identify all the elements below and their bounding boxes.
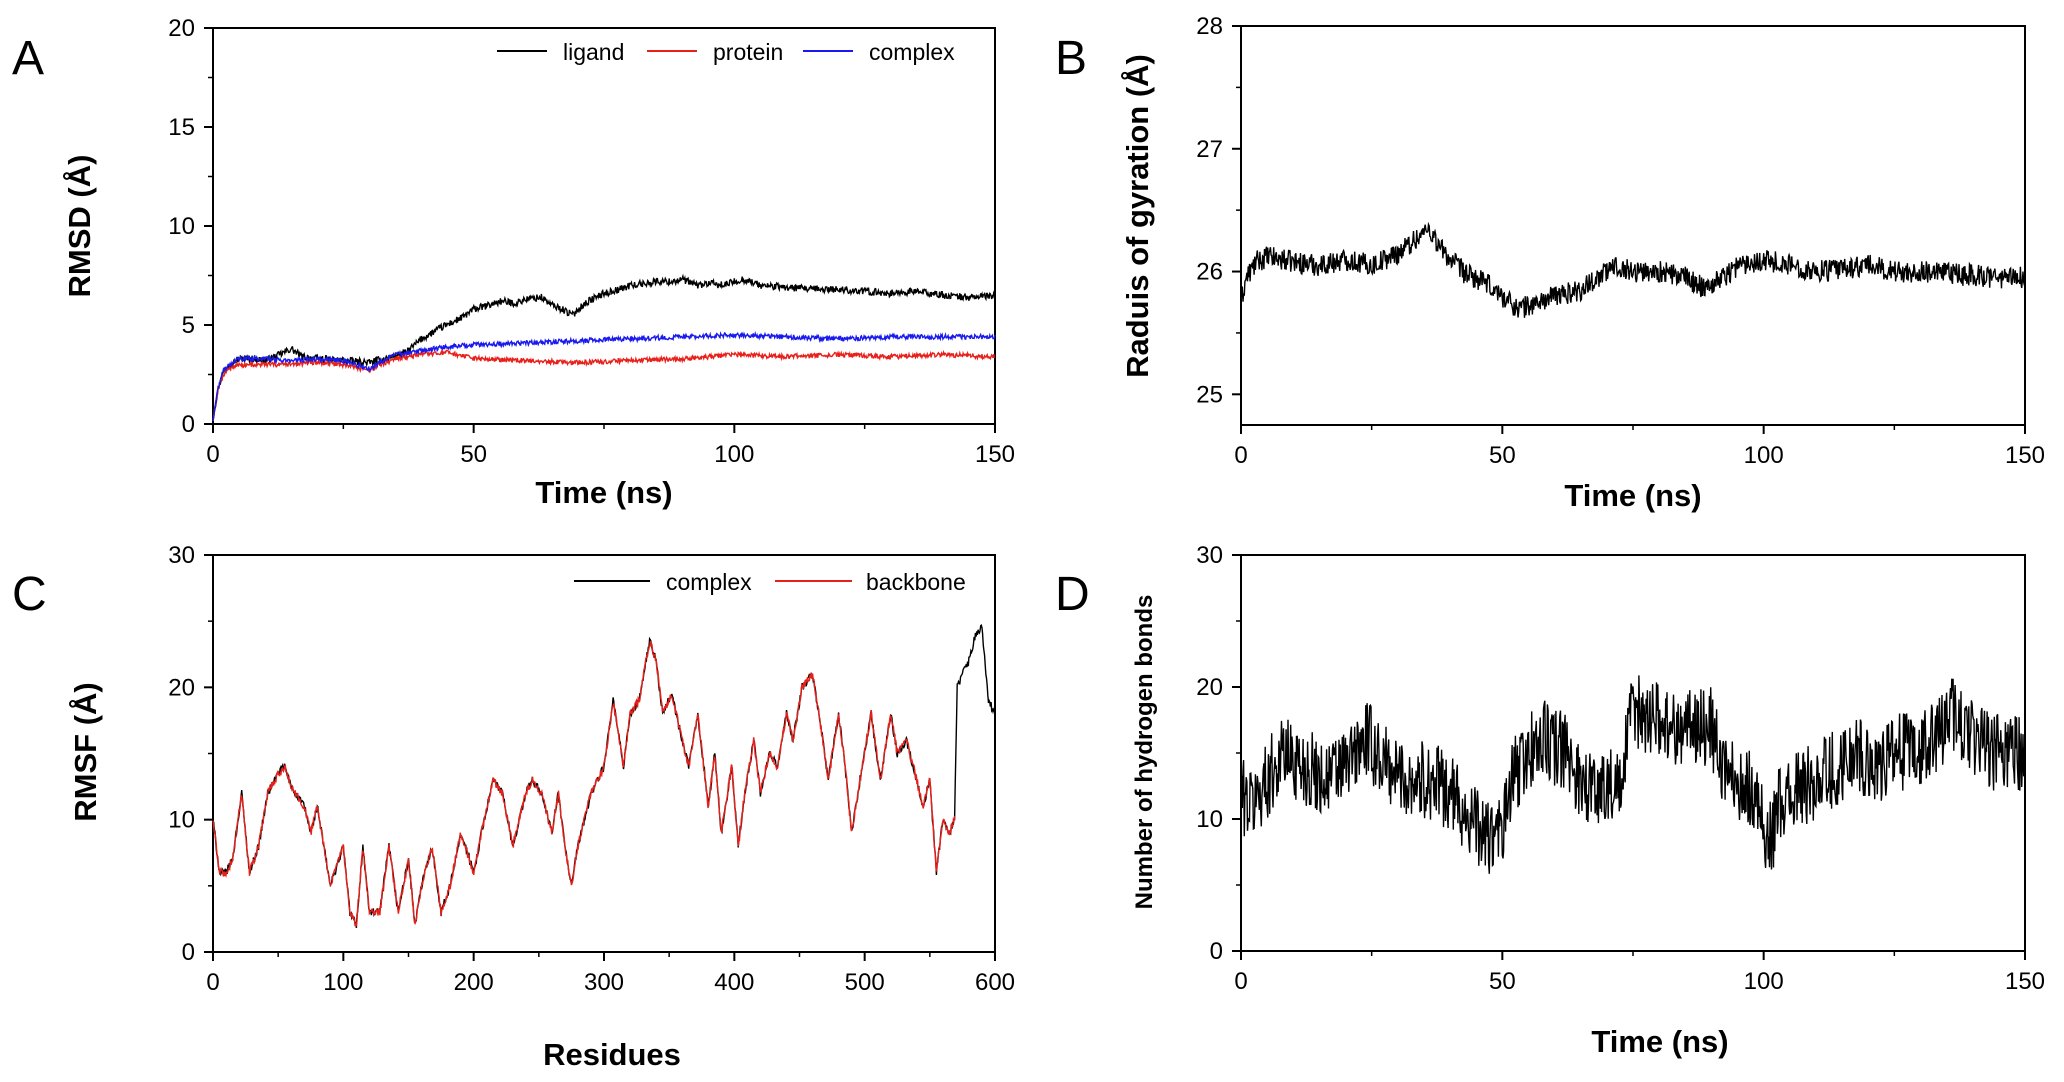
legend-label-complex: complex <box>869 39 955 65</box>
y-tick-label-c: 30 <box>168 542 195 569</box>
panel-b: B 0 50 100 150 25 26 27 28 Time (ns) Raduis of … <box>1055 13 2045 513</box>
ticks-layer-b: 0 50 100 150 25 26 27 28 <box>1196 13 2045 469</box>
x-tick-label-c: 600 <box>975 969 1015 996</box>
y-tick-label-c: 0 <box>182 939 195 966</box>
ticks-layer-d: 0 50 100 150 0 10 20 30 <box>1196 542 2045 995</box>
x-tick-label-c: 200 <box>454 969 494 996</box>
series-layer-c <box>212 623 996 928</box>
y-tick-label-c: 20 <box>168 674 195 701</box>
series-line-a-complex <box>212 330 996 422</box>
x-tick-label-b: 0 <box>1234 442 1247 469</box>
x-axis-title-d: Time (ns) <box>1591 1024 1728 1059</box>
series-line-a-ligand <box>212 273 996 420</box>
panel-c: C 0 100 200 300 400 500 600 0 10 20 30 complex bac… <box>12 542 1015 1072</box>
x-tick-label-d: 150 <box>2005 968 2045 995</box>
y-tick-label-a: 0 <box>182 411 195 438</box>
panel-d: D 0 50 100 150 0 10 20 30 Time (ns) Number of h… <box>1055 542 2045 1059</box>
legend-label-ligand: ligand <box>563 39 624 65</box>
x-tick-label-d: 0 <box>1234 968 1247 995</box>
y-tick-label-a: 20 <box>168 15 195 42</box>
x-tick-label-d: 50 <box>1489 968 1516 995</box>
x-tick-label-b: 100 <box>1744 442 1784 469</box>
y-tick-label-d: 0 <box>1210 938 1223 965</box>
panel-a: A 0 50 100 150 0 5 10 15 20 ligand protein compl… <box>12 15 1015 510</box>
y-tick-label-a: 10 <box>168 213 195 240</box>
x-tick-label-c: 0 <box>206 969 219 996</box>
series-line-c-backbone <box>212 640 956 927</box>
x-tick-label-b: 50 <box>1489 442 1516 469</box>
legend-a: ligand protein complex <box>497 39 955 65</box>
y-tick-label-d: 20 <box>1196 674 1223 701</box>
series-line-b-Rg <box>1240 221 2026 318</box>
panel-letter-d: D <box>1055 568 1090 621</box>
y-tick-label-a: 5 <box>182 312 195 339</box>
x-tick-label-b: 150 <box>2005 442 2045 469</box>
series-line-d-hydrogen-bonds <box>1240 675 2026 874</box>
x-tick-label-a: 50 <box>460 441 487 468</box>
panel-letter-a: A <box>12 32 44 85</box>
series-layer-a <box>212 273 996 422</box>
y-tick-label-b: 28 <box>1196 13 1223 40</box>
y-axis-title-c: RMSF (Å) <box>68 682 103 821</box>
y-tick-label-a: 15 <box>168 114 195 141</box>
series-layer-d <box>1240 675 2026 874</box>
plot-frame-b <box>1240 25 2026 426</box>
x-tick-label-c: 100 <box>323 969 363 996</box>
legend-c: complex backbone <box>574 569 966 595</box>
x-tick-label-c: 400 <box>714 969 754 996</box>
x-axis-title-c: Residues <box>543 1037 681 1072</box>
ticks-layer-c: 0 100 200 300 400 500 600 0 10 20 30 <box>168 542 1015 996</box>
x-tick-label-a: 150 <box>975 441 1015 468</box>
y-tick-label-d: 30 <box>1196 542 1223 569</box>
x-tick-label-d: 100 <box>1744 968 1784 995</box>
y-tick-label-b: 25 <box>1196 381 1223 408</box>
x-tick-label-c: 500 <box>845 969 885 996</box>
y-tick-label-b: 27 <box>1196 136 1223 163</box>
panel-letter-c: C <box>12 568 47 621</box>
x-axis-title-a: Time (ns) <box>535 475 672 510</box>
y-tick-label-b: 26 <box>1196 259 1223 286</box>
y-tick-label-d: 10 <box>1196 806 1223 833</box>
legend-label-protein: protein <box>713 39 783 65</box>
series-layer-b <box>1240 221 2026 318</box>
y-axis-title-b: Raduis of gyration (Å) <box>1120 54 1155 378</box>
x-tick-label-a: 0 <box>206 441 219 468</box>
y-axis-title-d: Number of hydrogen bonds <box>1131 595 1158 910</box>
legend-label-backbone: backbone <box>866 569 966 595</box>
x-tick-label-a: 100 <box>714 441 754 468</box>
y-axis-title-a: RMSD (Å) <box>62 155 97 298</box>
x-axis-title-b: Time (ns) <box>1564 478 1701 513</box>
plot-frame-c <box>212 554 996 953</box>
y-tick-label-c: 10 <box>168 807 195 834</box>
ticks-layer-a: 0 50 100 150 0 5 10 15 20 <box>168 15 1015 468</box>
legend-label-complex-c: complex <box>666 569 752 595</box>
x-tick-label-c: 300 <box>584 969 624 996</box>
panel-letter-b: B <box>1055 32 1087 85</box>
